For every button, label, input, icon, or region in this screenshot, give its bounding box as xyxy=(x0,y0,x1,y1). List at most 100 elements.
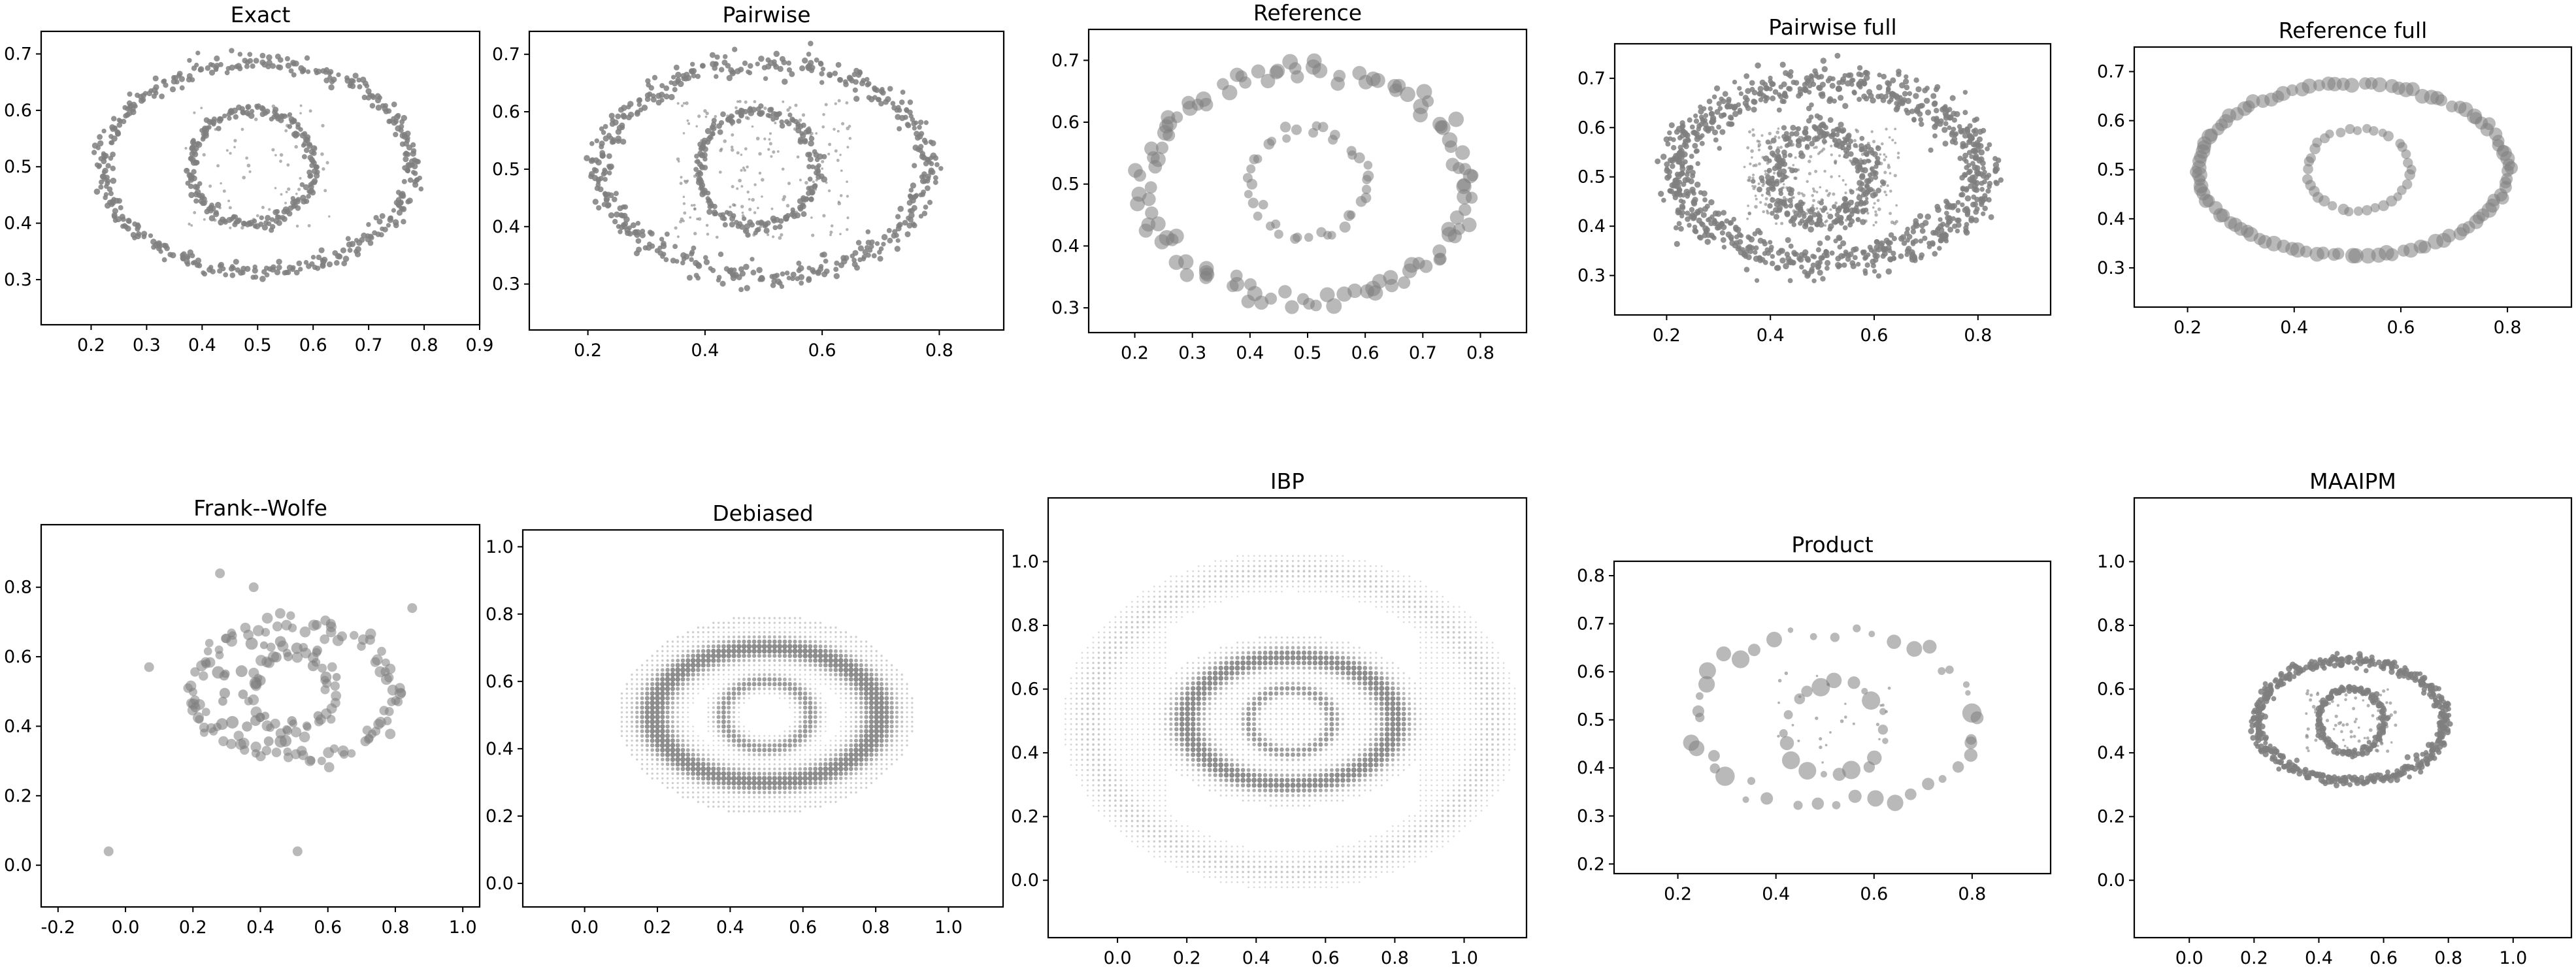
scatter-point xyxy=(704,115,708,118)
scatter-point xyxy=(821,271,828,278)
plot-area xyxy=(1655,52,2004,284)
scatter-point xyxy=(1712,129,1718,136)
scatter-point xyxy=(278,216,282,221)
scatter-point xyxy=(1660,154,1667,160)
scatter-point xyxy=(1774,135,1777,139)
scatter-point xyxy=(276,264,282,271)
scatter-point xyxy=(1874,210,1877,214)
grid-point xyxy=(763,617,766,619)
scatter-point xyxy=(1728,103,1734,109)
grid-point xyxy=(802,776,808,781)
grid-point xyxy=(757,791,761,795)
grid-point xyxy=(742,653,746,659)
scatter-point xyxy=(770,155,773,158)
grid-point xyxy=(736,644,742,649)
grid-point xyxy=(738,753,740,756)
grid-point xyxy=(681,777,685,780)
grid-point xyxy=(783,635,787,639)
grid-point xyxy=(620,734,623,738)
scatter-point xyxy=(2353,126,2362,135)
grid-point xyxy=(802,705,808,710)
scatter-point xyxy=(682,220,685,223)
grid-point xyxy=(787,738,792,743)
scatter-point xyxy=(833,127,836,131)
panel-7: 0.0 0.2 0.4 0.6 0.8 1.00.00.20.40.60.81.0Debi… xyxy=(486,501,1004,938)
scatter-point xyxy=(738,99,742,103)
grid-point xyxy=(758,617,761,619)
grid-point xyxy=(651,655,653,657)
grid-point xyxy=(682,781,684,785)
scatter-point xyxy=(746,165,749,169)
grid-point xyxy=(737,664,740,666)
scatter-point xyxy=(1681,181,1687,188)
scatter-point xyxy=(1889,212,1892,216)
scatter-point xyxy=(612,219,618,225)
grid-point xyxy=(763,635,767,639)
scatter-point xyxy=(773,50,780,57)
scatter-point xyxy=(1827,213,1834,220)
grid-point xyxy=(692,725,694,728)
scatter-point xyxy=(782,197,785,201)
scatter-point xyxy=(205,638,214,648)
scatter-point xyxy=(1890,77,1896,84)
grid-point xyxy=(646,768,649,770)
scatter-point xyxy=(789,71,795,77)
grid-point xyxy=(692,640,695,643)
grid-point xyxy=(799,753,801,756)
grid-point xyxy=(738,706,740,709)
scatter-point xyxy=(1933,117,1940,124)
grid-point xyxy=(767,772,772,776)
scatter-point xyxy=(125,106,130,112)
scatter-point xyxy=(2344,206,2354,217)
grid-point xyxy=(736,648,742,654)
grid-point xyxy=(802,691,808,696)
scatter-point xyxy=(193,210,197,214)
grid-point xyxy=(660,714,665,719)
axes-frame xyxy=(1613,42,2052,316)
scatter-point xyxy=(1885,156,1888,158)
scatter-point xyxy=(185,168,189,172)
grid-point xyxy=(655,682,660,687)
scatter-point xyxy=(256,103,261,108)
scatter-point xyxy=(781,59,787,65)
grid-point xyxy=(767,747,772,753)
grid-point xyxy=(757,776,762,781)
scatter-point xyxy=(647,91,653,97)
grid-point xyxy=(808,663,812,667)
grid-point xyxy=(753,810,755,813)
scatter-point xyxy=(1748,236,1755,243)
scatter-point xyxy=(227,199,231,203)
grid-point xyxy=(670,729,675,733)
scatter-point xyxy=(284,201,287,205)
scatter-point xyxy=(907,193,913,199)
grid-point xyxy=(742,743,746,748)
scatter-point xyxy=(1972,179,1977,185)
grid-point xyxy=(808,691,812,695)
scatter-point xyxy=(252,223,258,229)
grid-point xyxy=(625,702,628,704)
scatter-point xyxy=(252,625,265,636)
scatter-point xyxy=(1247,197,1259,208)
grid-point xyxy=(757,767,761,770)
scatter-point xyxy=(837,201,840,204)
scatter-point xyxy=(712,203,718,210)
scatter-point xyxy=(736,118,742,124)
grid-point xyxy=(783,753,786,757)
scatter-point xyxy=(907,208,912,214)
grid-point xyxy=(665,719,670,724)
grid-point xyxy=(792,644,798,649)
grid-point xyxy=(682,702,684,704)
scatter-point xyxy=(682,195,685,199)
scatter-point xyxy=(1872,170,1877,175)
scatter-point xyxy=(286,163,290,167)
grid-point xyxy=(696,672,701,677)
grid-point xyxy=(721,785,726,790)
scatter-point xyxy=(243,629,254,640)
scatter-point xyxy=(1791,196,1794,199)
grid-point xyxy=(782,743,787,748)
x-tick-label: 0.7 xyxy=(355,335,383,355)
scatter-point xyxy=(1902,91,1908,97)
scatter-point xyxy=(1768,131,1772,136)
grid-point xyxy=(706,663,711,668)
scatter-point xyxy=(1941,127,1948,133)
